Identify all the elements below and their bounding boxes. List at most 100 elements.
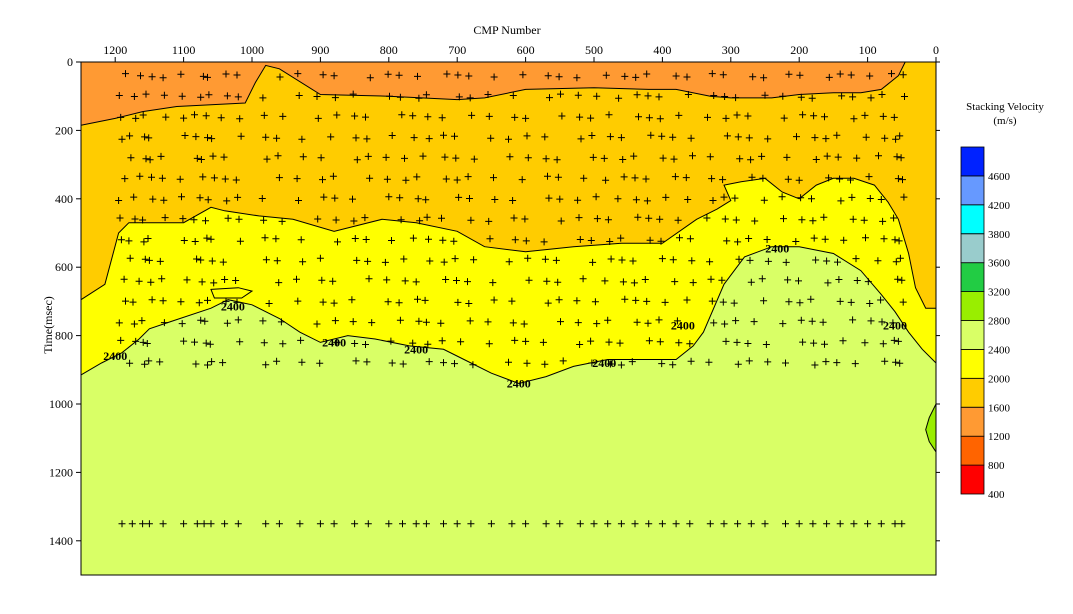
pick-marker bbox=[489, 279, 497, 287]
pick-marker bbox=[442, 175, 450, 183]
pick-marker bbox=[860, 216, 868, 224]
pick-marker bbox=[811, 134, 819, 142]
pick-marker bbox=[327, 133, 335, 141]
pick-marker bbox=[574, 91, 582, 99]
pick-marker bbox=[453, 277, 460, 284]
pick-marker bbox=[682, 174, 690, 182]
pick-marker bbox=[118, 135, 126, 143]
pick-marker bbox=[220, 153, 228, 161]
colorbar-label: 1200 bbox=[988, 431, 1011, 443]
pick-marker bbox=[148, 173, 155, 181]
pick-marker bbox=[364, 520, 372, 528]
pick-marker bbox=[412, 278, 420, 286]
pick-marker bbox=[398, 111, 406, 119]
pick-marker bbox=[148, 73, 156, 81]
pick-marker bbox=[298, 358, 306, 366]
pick-marker bbox=[575, 214, 583, 222]
pick-marker bbox=[557, 217, 565, 225]
pick-marker bbox=[137, 72, 144, 80]
pick-marker bbox=[558, 112, 566, 120]
colorbar-label: 3200 bbox=[988, 287, 1011, 299]
pick-marker bbox=[329, 172, 337, 180]
pick-marker bbox=[734, 238, 742, 246]
pick-marker bbox=[672, 520, 680, 528]
pick-marker bbox=[821, 235, 829, 243]
pick-marker bbox=[539, 338, 547, 346]
pick-marker bbox=[604, 216, 612, 224]
pick-marker bbox=[734, 360, 742, 368]
pick-marker bbox=[606, 360, 614, 368]
pick-marker bbox=[438, 337, 446, 345]
pick-marker bbox=[294, 70, 302, 78]
colorbar-cell bbox=[960, 175, 985, 206]
pick-marker bbox=[425, 235, 432, 243]
pick-marker bbox=[198, 278, 206, 286]
pick-marker bbox=[687, 134, 695, 142]
pick-marker bbox=[399, 360, 407, 368]
pick-marker bbox=[197, 316, 205, 324]
pick-marker bbox=[674, 216, 682, 224]
pick-marker bbox=[686, 340, 694, 348]
pick-marker bbox=[656, 338, 664, 346]
pick-marker bbox=[823, 257, 831, 265]
pick-marker bbox=[849, 316, 857, 324]
pick-marker bbox=[262, 361, 270, 369]
y-tick-label: 1000 bbox=[49, 397, 73, 411]
pick-marker bbox=[542, 520, 550, 528]
pick-marker bbox=[808, 317, 816, 325]
pick-marker bbox=[409, 339, 417, 347]
pick-marker bbox=[262, 133, 270, 141]
x-tick-label: 800 bbox=[380, 43, 398, 57]
pick-marker bbox=[811, 361, 819, 369]
pick-marker bbox=[898, 276, 906, 284]
pick-marker bbox=[671, 278, 679, 286]
pick-marker bbox=[553, 156, 561, 164]
contour-label: 2400 bbox=[221, 300, 245, 314]
pick-marker bbox=[122, 297, 129, 305]
pick-marker bbox=[646, 236, 654, 244]
pick-marker bbox=[894, 175, 902, 183]
pick-marker bbox=[366, 74, 374, 82]
pick-marker bbox=[425, 135, 433, 143]
colorbar-unit: (m/s) bbox=[993, 115, 1017, 127]
pick-marker bbox=[544, 172, 551, 180]
pick-marker bbox=[204, 361, 211, 369]
pick-marker bbox=[363, 358, 371, 366]
x-tick-label: 500 bbox=[585, 43, 603, 57]
pick-marker bbox=[232, 277, 240, 284]
pick-marker bbox=[116, 214, 124, 222]
pick-marker bbox=[363, 135, 371, 143]
pick-marker bbox=[556, 195, 564, 203]
pick-marker bbox=[588, 132, 596, 139]
x-tick-label: 300 bbox=[722, 43, 740, 57]
pick-marker bbox=[706, 258, 714, 266]
pick-marker bbox=[543, 277, 551, 285]
pick-marker bbox=[158, 275, 166, 283]
pick-marker bbox=[299, 258, 307, 266]
pick-marker bbox=[861, 339, 869, 347]
pick-marker bbox=[396, 93, 404, 101]
pick-marker bbox=[635, 113, 642, 121]
pick-marker bbox=[894, 337, 902, 345]
pick-marker bbox=[749, 73, 757, 81]
pick-marker bbox=[414, 295, 421, 303]
pick-marker bbox=[736, 155, 744, 163]
pick-marker bbox=[835, 276, 843, 283]
pick-marker bbox=[580, 174, 588, 182]
pick-marker bbox=[760, 74, 768, 82]
pick-marker bbox=[587, 237, 595, 244]
pick-marker bbox=[864, 278, 872, 286]
pick-marker bbox=[552, 256, 560, 264]
pick-marker bbox=[279, 112, 287, 120]
pick-marker bbox=[892, 358, 900, 366]
colorbar-cell bbox=[960, 262, 985, 293]
pick-marker bbox=[349, 90, 357, 98]
pick-marker bbox=[192, 133, 200, 141]
pick-marker bbox=[470, 256, 478, 264]
pick-marker bbox=[294, 297, 302, 305]
pick-marker bbox=[557, 318, 564, 326]
pick-marker bbox=[645, 337, 653, 345]
pick-marker bbox=[353, 256, 361, 264]
pick-marker bbox=[440, 131, 447, 139]
contour-line-2400 bbox=[80, 246, 937, 385]
